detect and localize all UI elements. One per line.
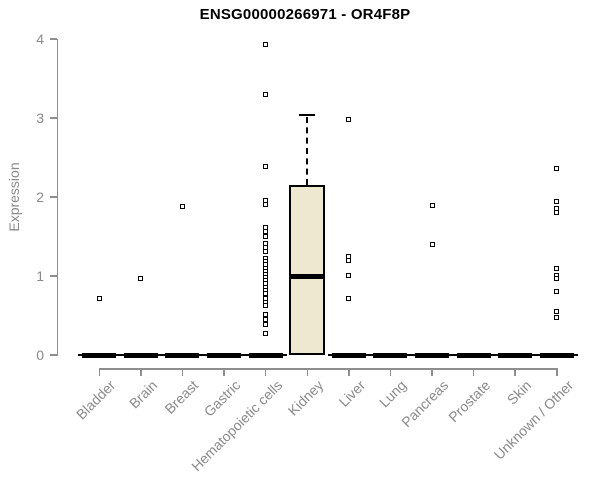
x-tick (556, 368, 558, 376)
outlier-point (263, 91, 269, 97)
outlier-point (554, 289, 560, 295)
outlier-point (554, 314, 560, 320)
y-tick-label: 2 (36, 189, 44, 205)
x-tick (431, 368, 433, 376)
zero-median-bar (123, 352, 158, 358)
zero-median-bar (248, 352, 283, 358)
zero-median-bar (498, 352, 533, 358)
outlier-point (263, 197, 269, 203)
y-tick (49, 275, 57, 277)
outlier-point (263, 234, 269, 239)
y-tick (49, 354, 57, 356)
outlier-point (346, 117, 352, 123)
outlier-point (429, 203, 435, 209)
outlier-point (346, 295, 352, 301)
y-tick-label: 0 (36, 347, 44, 363)
outlier-point (263, 229, 269, 235)
outlier-point (554, 266, 560, 272)
x-tick (98, 368, 101, 376)
y-tick (49, 196, 57, 198)
outlier-point (554, 166, 560, 172)
outlier-point (263, 290, 269, 296)
outlier-point (346, 272, 352, 278)
outlier-point (263, 224, 269, 230)
outlier-point (263, 249, 269, 254)
x-tick (514, 368, 516, 376)
x-tick (181, 368, 184, 376)
y-axis-line (56, 39, 58, 356)
outlier-point (554, 309, 560, 315)
y-tick-label: 4 (36, 31, 44, 47)
median-line (289, 274, 326, 280)
x-tick (264, 368, 267, 376)
zero-median-bar (207, 352, 242, 358)
outlier-point (429, 241, 435, 247)
y-tick (49, 117, 57, 119)
outlier-point (263, 331, 269, 337)
zero-median-bar (331, 352, 366, 358)
outlier-point (263, 202, 269, 208)
outlier-point (554, 209, 560, 215)
outlier-point (263, 42, 269, 48)
zero-median-bar (165, 352, 200, 358)
outlier-point (554, 199, 560, 205)
chart-title: ENSG00000266971 - OR4F8P (199, 6, 411, 23)
outlier-point (263, 302, 269, 308)
x-tick (348, 368, 350, 376)
zero-median-bar (373, 352, 408, 358)
y-tick-label: 3 (36, 110, 44, 126)
outlier-point (554, 275, 560, 281)
outlier-point (138, 275, 144, 281)
outlier-point (263, 164, 269, 170)
zero-median-bar (82, 352, 117, 358)
outlier-point (263, 312, 269, 318)
outlier-point (346, 258, 352, 264)
outlier-point (96, 295, 102, 301)
whisker-cap (299, 113, 316, 117)
y-tick (49, 38, 57, 40)
y-tick-label: 1 (36, 268, 44, 284)
outlier-point (346, 253, 352, 259)
x-tick (389, 368, 392, 376)
outlier-point (263, 322, 269, 328)
outlier-point (263, 316, 269, 322)
box (289, 185, 326, 355)
whisker-line (306, 116, 309, 186)
zero-median-bar (415, 352, 450, 358)
outlier-point (179, 203, 185, 209)
x-tick (306, 368, 308, 376)
x-tick (140, 368, 142, 376)
x-tick (472, 368, 475, 376)
x-axis-line (99, 368, 558, 370)
zero-median-bar (539, 352, 574, 358)
zero-median-bar (456, 352, 491, 358)
x-tick (223, 368, 225, 376)
